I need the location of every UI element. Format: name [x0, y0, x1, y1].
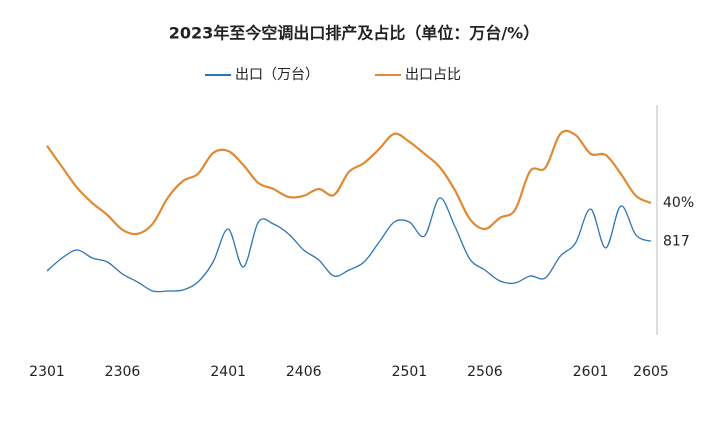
x-tick-label: 2506: [467, 364, 503, 380]
series-line: [46, 129, 652, 236]
data-label: 40%: [663, 195, 694, 211]
x-tick-label: 2401: [210, 364, 246, 380]
series-line: [46, 197, 652, 293]
x-tick-label: 2601: [573, 364, 609, 380]
chart-title: 2023年至今空调出口排产及占比（单位：万台/%）: [169, 24, 539, 43]
x-tick-label: 2406: [286, 364, 322, 380]
x-tick-label: 2605: [633, 364, 669, 380]
legend-label: 出口占比: [405, 67, 461, 83]
legend-label: 出口（万台）: [235, 67, 319, 83]
x-tick-label: 2301: [29, 364, 65, 380]
x-tick-label: 2501: [392, 364, 428, 380]
x-tick-label: 2306: [105, 364, 141, 380]
data-label: 817: [663, 233, 690, 249]
